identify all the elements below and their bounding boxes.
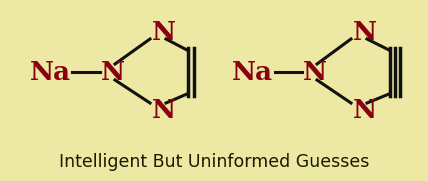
Text: N: N <box>152 20 176 45</box>
Text: N: N <box>353 20 377 45</box>
Text: N: N <box>101 60 125 85</box>
Text: Na: Na <box>30 60 71 85</box>
Text: N: N <box>353 98 377 123</box>
Text: Na: Na <box>232 60 273 85</box>
Text: N: N <box>152 98 176 123</box>
Text: Intelligent But Uninformed Guesses: Intelligent But Uninformed Guesses <box>59 153 369 171</box>
Text: N: N <box>303 60 327 85</box>
